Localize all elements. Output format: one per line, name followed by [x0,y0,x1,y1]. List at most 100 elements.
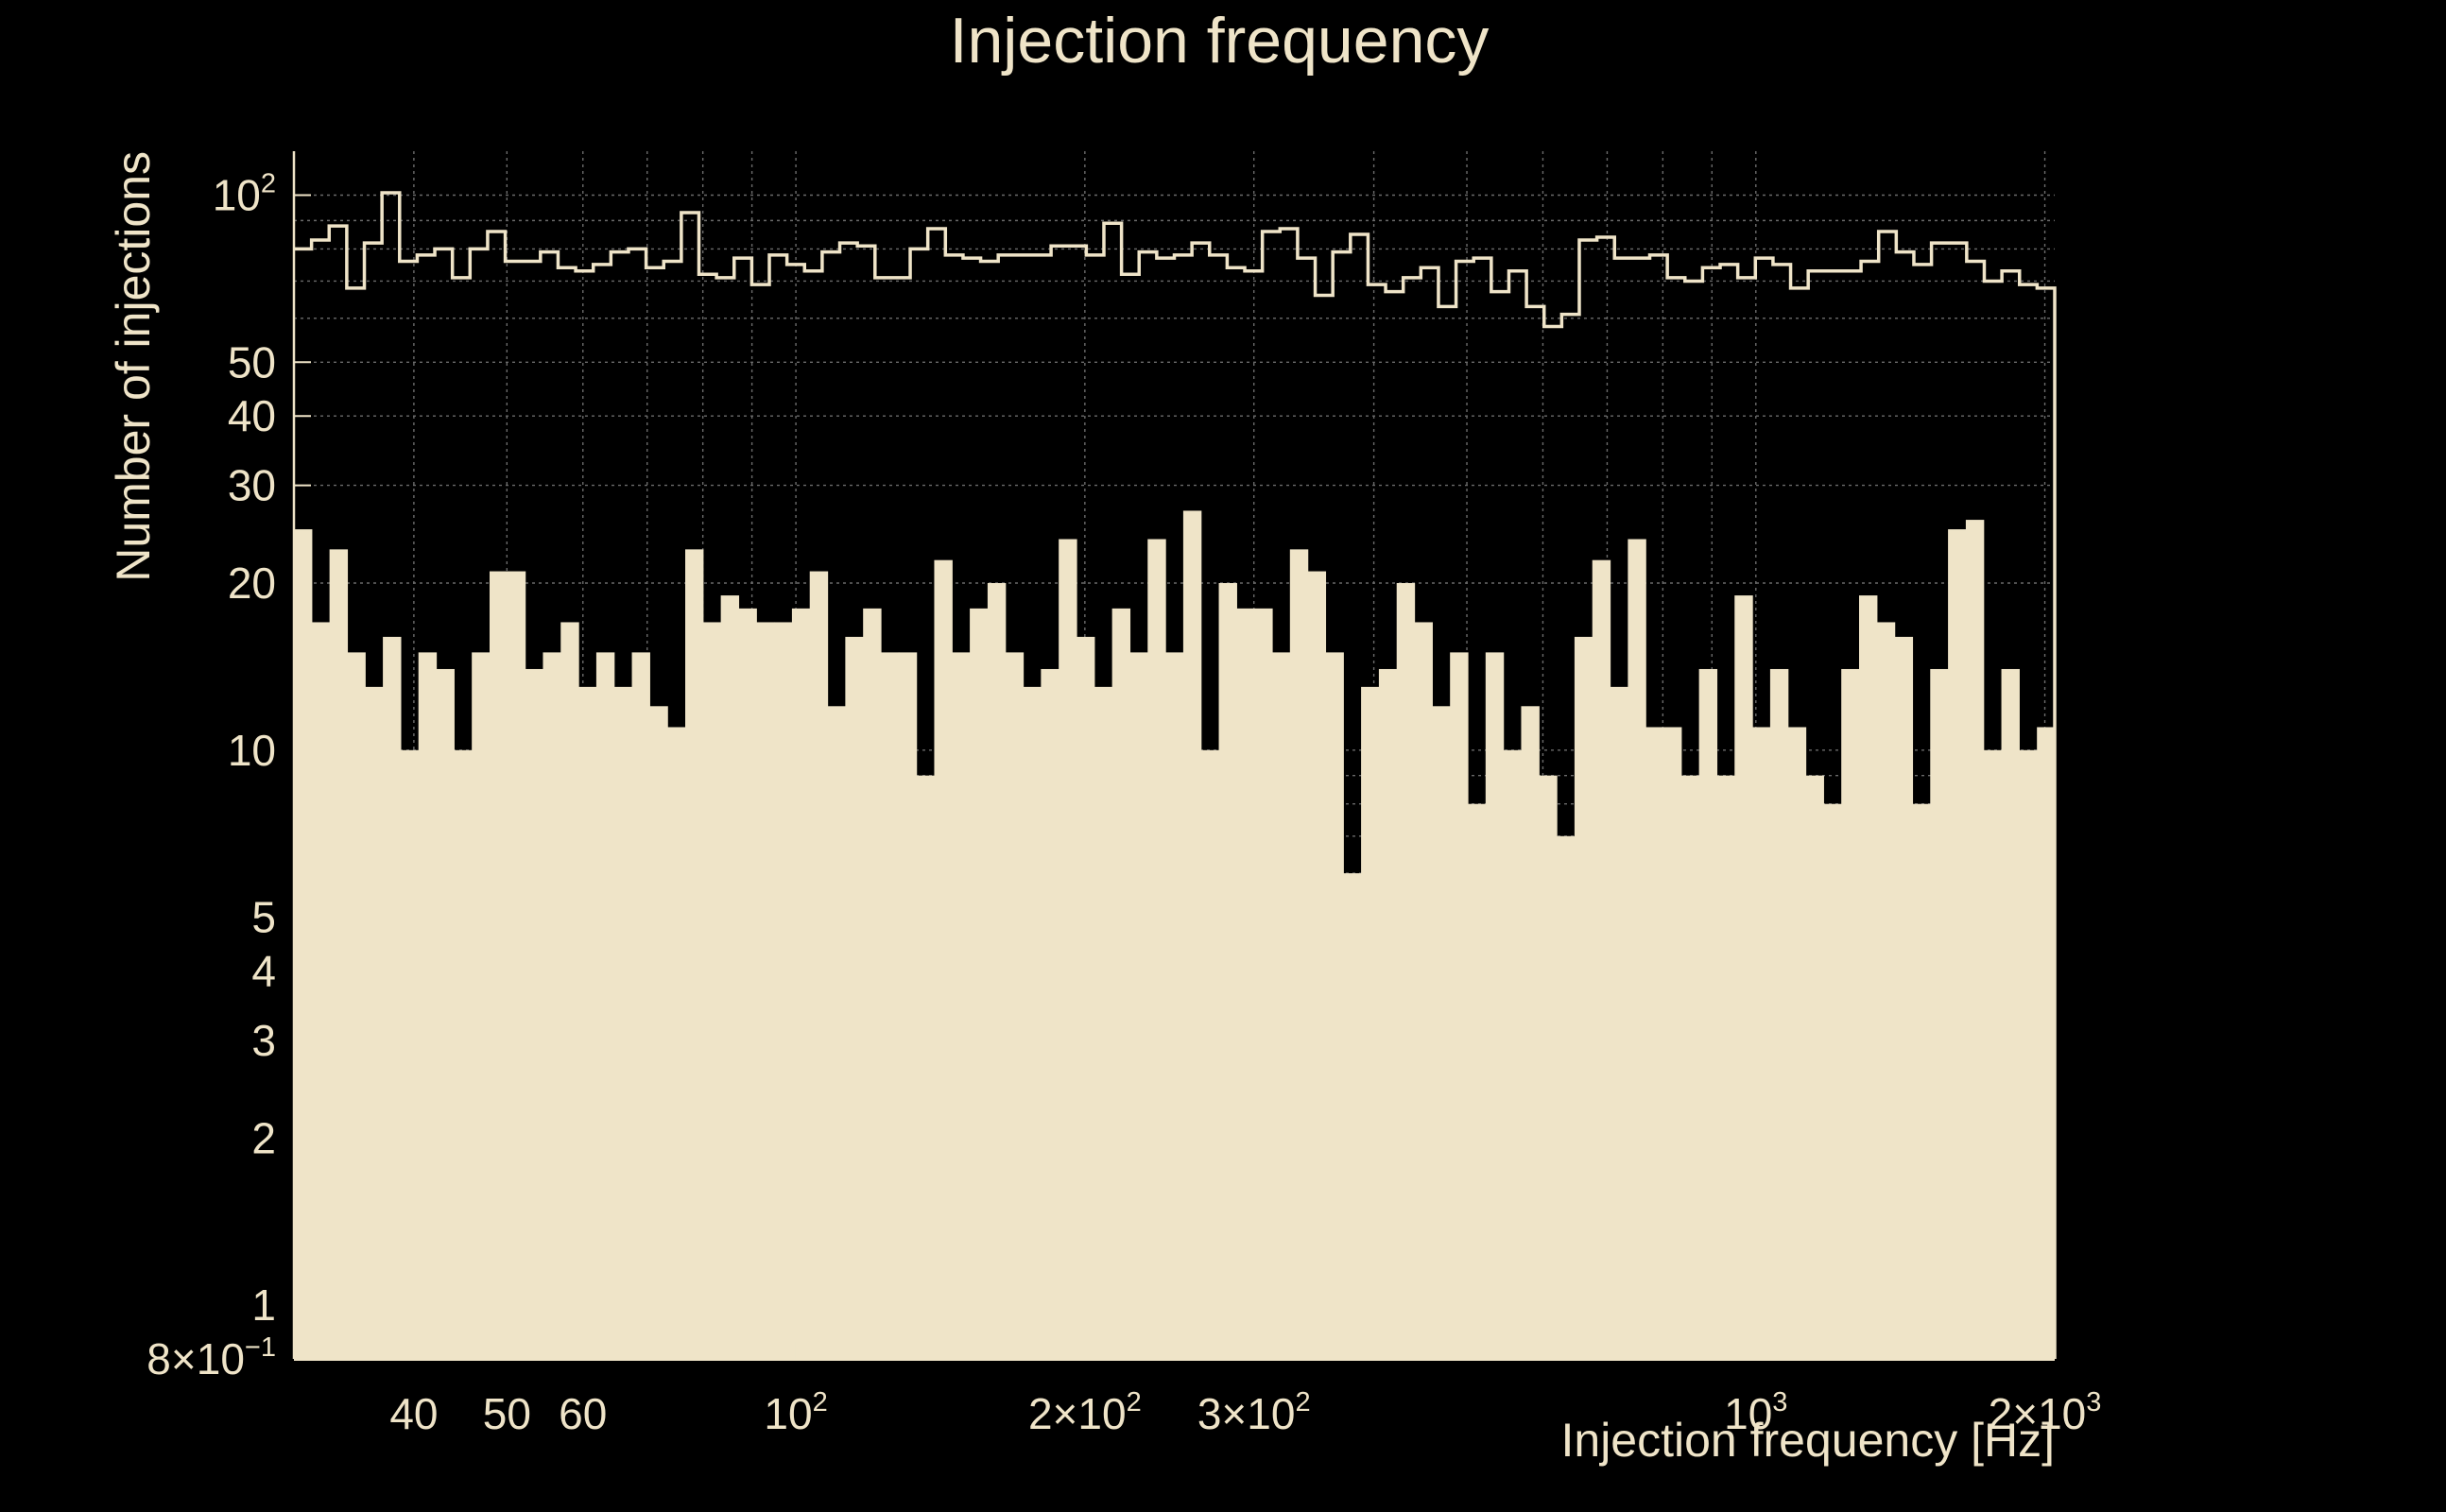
histogram-bar [1894,636,1914,1359]
histogram-bar [2019,749,2038,1359]
y-tick-label: 4 [251,947,276,996]
histogram-bar [1450,652,1469,1359]
y-tick-label: 102 [213,169,276,220]
histogram-bar [1005,652,1025,1359]
histogram-bar [1059,539,1077,1359]
histogram-bar [1876,622,1896,1359]
bar-series [294,510,2056,1359]
histogram-bar [1983,749,2003,1359]
histogram-bar [1557,835,1576,1359]
histogram-bar [1147,539,1166,1359]
histogram-bar [1077,636,1095,1359]
histogram-bar [383,636,402,1359]
x-tick-label: 2×102 [1028,1387,1142,1438]
histogram-bar [1841,668,1860,1359]
chart-title: Injection frequency [950,5,1490,77]
histogram-bar [1698,668,1718,1359]
histogram-bar [365,686,384,1359]
y-axis-label: Number of injections [107,151,160,582]
histogram-bar [1485,652,1505,1359]
histogram-bar [578,686,597,1359]
y-tick-label: 30 [228,461,276,510]
y-tick-label: 20 [228,558,276,608]
histogram-bar [329,549,349,1359]
histogram-bar [1396,583,1416,1359]
y-tick-label: 3 [251,1016,276,1065]
histogram-bar [1165,652,1184,1359]
histogram-bar [1948,529,1967,1359]
histogram-bar [1468,803,1487,1359]
histogram-bar [525,668,544,1359]
x-tick-label: 50 [483,1389,531,1438]
histogram-bar [1823,803,1842,1359]
histogram-bar [702,622,722,1359]
histogram-bar [1432,706,1451,1359]
histogram-bar [1610,686,1628,1359]
histogram-bar [1680,775,1700,1359]
histogram-bar [613,686,633,1359]
histogram-bar [827,706,846,1359]
histogram-bar [1645,727,1664,1359]
histogram-bar [1254,608,1273,1359]
x-tick-label: 2×103 [1989,1387,2102,1438]
histogram-bar [1361,686,1380,1359]
histogram-bar [1859,595,1878,1359]
histogram-bar [1041,668,1059,1359]
histogram-bar [1965,520,1985,1359]
histogram-bar [1663,727,1682,1359]
histogram-bar [1628,539,1646,1359]
step-series [294,191,2057,1359]
histogram-bar [898,652,918,1359]
histogram-bar [1503,749,1523,1359]
histogram-bar [1734,595,1753,1359]
y-tick-label: 2 [251,1113,276,1162]
histogram-bar [1218,583,1237,1359]
histogram-bar [1716,775,1735,1359]
x-tick-label: 60 [559,1389,607,1438]
histogram-bar [774,622,793,1359]
histogram-bar [2037,727,2056,1359]
histogram-bar [756,622,775,1359]
histogram-bar [970,608,989,1359]
histogram-bar [311,622,331,1359]
step-line [294,191,2057,1359]
histogram-bar [2001,668,2020,1359]
y-tick-label: 10 [228,726,276,775]
histogram-bar [1200,749,1220,1359]
x-axis-label: Injection frequency [Hz] [1561,1414,2056,1467]
histogram-bar [1343,873,1362,1359]
histogram-bar [809,571,829,1359]
y-tick-label: 5 [251,893,276,942]
histogram-bar [543,652,561,1359]
histogram-bar [1592,559,1611,1359]
histogram-bar [507,571,526,1359]
y-tick-label: 1 [251,1280,276,1330]
histogram-bar [791,608,811,1359]
histogram-bar [738,608,757,1359]
histogram-bar [595,652,615,1359]
histogram-bar [1289,549,1309,1359]
histogram-bar [1521,706,1540,1359]
histogram-bar [845,636,864,1359]
histogram-bar [667,727,686,1359]
histogram-bar [1574,636,1593,1359]
histogram-bar [1272,652,1291,1359]
histogram-bar [934,559,953,1359]
histogram-bar [1307,571,1327,1359]
histogram-bar [1752,727,1771,1359]
histogram-bar [418,652,438,1359]
histogram-bar [1539,775,1558,1359]
histogram-bar [454,749,473,1359]
histogram-bar [490,571,508,1359]
histogram-bar [1129,652,1148,1359]
histogram-bar [1111,608,1131,1359]
histogram-bar [1094,686,1113,1359]
x-tick-label: 3×102 [1197,1387,1311,1438]
histogram-bar [916,775,936,1359]
histogram-bar [881,652,900,1359]
histogram-bar [1023,686,1042,1359]
y-tick-label: 50 [228,337,276,387]
y-tick-label: 8×10−1 [146,1332,276,1383]
